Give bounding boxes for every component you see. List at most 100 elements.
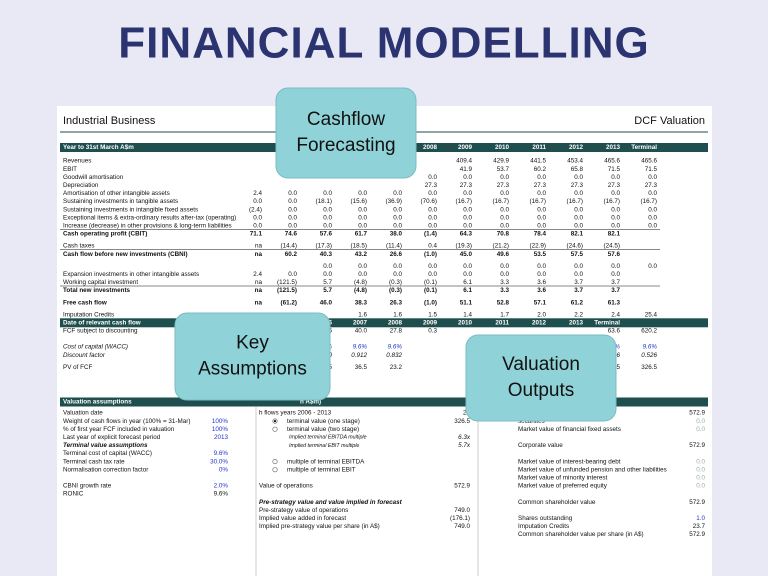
cell: 0.0 — [574, 190, 583, 197]
cell: 0.0 — [500, 263, 509, 270]
callout — [174, 312, 331, 401]
cell: 2.4 — [253, 190, 262, 197]
cell: 41.9 — [460, 166, 473, 173]
row-label: Revenues — [63, 158, 91, 165]
cell: 70.8 — [497, 231, 510, 238]
cell: 9.6% — [388, 344, 403, 351]
cell: 0.0 — [611, 271, 620, 278]
cell: 0.0 — [500, 190, 509, 197]
row-label: Expansion investments in other intangibl… — [63, 271, 199, 278]
cell: (16.7) — [604, 198, 620, 205]
row-label: Cost of capital (WACC) — [63, 344, 128, 351]
value: 9.6% — [214, 450, 229, 457]
cell: 71.5 — [645, 166, 658, 173]
callout-text: Key — [236, 333, 269, 354]
cell: 40.0 — [355, 328, 368, 335]
cell: 2.4 — [611, 311, 620, 318]
value: 2.0% — [214, 483, 229, 490]
cell: 0.0 — [574, 263, 583, 270]
label: Market value of interest-bearing debt — [518, 458, 621, 465]
cell: 0.0 — [393, 206, 402, 213]
year: 2012 — [569, 144, 584, 151]
cell: 1.5 — [428, 311, 437, 318]
cell: 0.0 — [428, 174, 437, 181]
cell: (16.7) — [493, 198, 509, 205]
cell: 51.1 — [460, 299, 473, 306]
cell: 53.7 — [497, 166, 510, 173]
cell: (11.4) — [386, 243, 402, 250]
cell: 46.0 — [320, 299, 333, 306]
cell: (0.1) — [424, 287, 437, 294]
year: 2013 — [606, 144, 621, 151]
cell: 0.0 — [463, 206, 472, 213]
cell: 61.3 — [608, 299, 621, 306]
row-label: FCF subject to discounting — [63, 328, 138, 335]
row-label: Free cash flow — [63, 299, 107, 306]
cell: 2008 — [388, 319, 403, 326]
row-label: Depreciation — [63, 182, 99, 189]
cell: 0.0 — [323, 214, 332, 221]
panel-header: Valuation assumptions — [63, 399, 132, 406]
cell: 0.0 — [253, 214, 262, 221]
cell: 6.1 — [463, 279, 472, 286]
cell: na — [255, 251, 263, 258]
value: 572.9 — [689, 410, 705, 417]
cell: 0.0 — [323, 263, 332, 270]
cell: 82.1 — [571, 231, 584, 238]
label: Common shareholder value per share (in A… — [518, 531, 644, 538]
cell: 78.4 — [534, 231, 547, 238]
cell: na — [255, 243, 263, 250]
cell: 429.9 — [493, 158, 509, 165]
cell: (21.2) — [493, 243, 509, 250]
cell: (4.8) — [354, 287, 367, 294]
cell: 0.0 — [574, 206, 583, 213]
cell: 71.1 — [250, 231, 263, 238]
callouts: Cashflow Forecasting Key Assumptions Valuati… — [174, 87, 617, 422]
callout — [275, 87, 417, 179]
value: 0.0 — [696, 426, 705, 433]
cell: 0.0 — [574, 271, 583, 278]
cell: 0.0 — [393, 263, 402, 270]
callout-text: Forecasting — [296, 135, 395, 156]
cell: (0.3) — [389, 287, 402, 294]
row-label: Working capital investment — [63, 279, 138, 286]
value: 0.0 — [696, 458, 705, 465]
row-label: Imputation Credits — [63, 311, 114, 318]
cell: 0.0 — [611, 263, 620, 270]
cell: (121.5) — [277, 287, 297, 294]
cell: 82.1 — [608, 231, 621, 238]
label: Terminal cash tax rate — [63, 458, 125, 465]
cell: 0.0 — [537, 271, 546, 278]
cell: Terminal — [594, 319, 620, 326]
cell: (121.5) — [277, 279, 297, 286]
cell: 60.2 — [285, 251, 298, 258]
cell: 453.4 — [567, 158, 583, 165]
radio — [272, 459, 278, 465]
label: terminal value (one stage) — [287, 418, 360, 425]
value: 100% — [212, 426, 229, 433]
cell: 0.0 — [288, 206, 297, 213]
cell: 45.0 — [460, 251, 473, 258]
cell: 0.0 — [393, 190, 402, 197]
callout — [465, 334, 617, 422]
value: 0.0 — [696, 418, 705, 425]
callout-text: Assumptions — [198, 359, 307, 380]
cell: 1.6 — [358, 311, 367, 318]
callout-text: Outputs — [508, 380, 575, 401]
cell: 0.0 — [288, 190, 297, 197]
value: 5.7x — [458, 442, 471, 449]
cell: 43.2 — [355, 251, 368, 258]
cell: 0.0 — [288, 214, 297, 221]
cell: 0.0 — [428, 190, 437, 197]
cell: 441.5 — [530, 158, 546, 165]
label: Implied pre-strategy value per share (in… — [259, 523, 380, 530]
cell: 0.0 — [648, 174, 657, 181]
year: 2011 — [532, 144, 546, 151]
cell: 0.0 — [574, 174, 583, 181]
row-label: Discount factor — [63, 352, 106, 359]
row-label: PV of FCF — [63, 364, 93, 371]
cell: 0.0 — [428, 222, 437, 229]
cell: (0.1) — [424, 279, 437, 286]
value: 0.0 — [696, 483, 705, 490]
